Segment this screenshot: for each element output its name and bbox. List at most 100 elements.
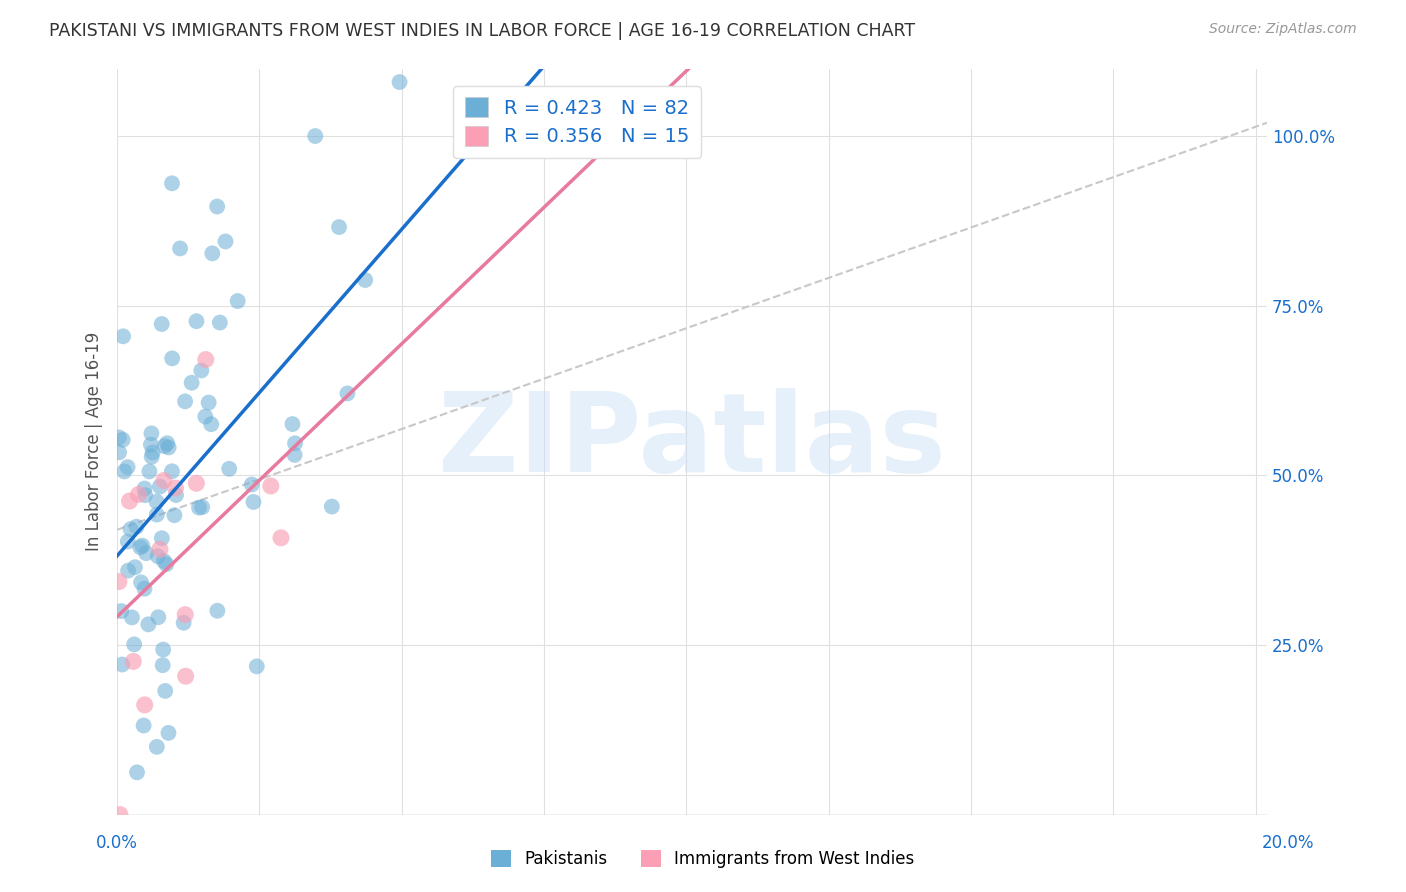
- Point: [153, 439, 176, 453]
- Point: [120, 522, 142, 536]
- Point: [304, 129, 326, 144]
- Point: [194, 352, 217, 367]
- Point: [191, 500, 214, 515]
- Point: [145, 494, 167, 508]
- Point: [328, 220, 350, 235]
- Point: [108, 807, 131, 822]
- Point: [174, 607, 197, 622]
- Point: [260, 479, 283, 493]
- Point: [146, 739, 169, 754]
- Point: [132, 718, 155, 732]
- Point: [160, 464, 183, 478]
- Point: [127, 487, 149, 501]
- Point: [157, 726, 180, 740]
- Point: [146, 549, 169, 563]
- Point: [108, 430, 131, 444]
- Point: [284, 436, 307, 450]
- Point: [226, 293, 249, 308]
- Point: [121, 610, 143, 624]
- Point: [112, 464, 135, 478]
- Legend: R = 0.423   N = 82, R = 0.356   N = 15: R = 0.423 N = 82, R = 0.356 N = 15: [453, 86, 700, 158]
- Point: [134, 488, 156, 502]
- Text: ZIPatlas: ZIPatlas: [439, 388, 946, 495]
- Point: [153, 474, 176, 488]
- Point: [242, 495, 264, 509]
- Point: [139, 437, 162, 451]
- Point: [218, 462, 240, 476]
- Point: [270, 531, 292, 545]
- Point: [125, 765, 148, 780]
- Text: 0.0%: 0.0%: [96, 834, 138, 852]
- Point: [134, 698, 156, 712]
- Point: [112, 329, 135, 343]
- Point: [125, 519, 148, 533]
- Point: [186, 476, 208, 491]
- Point: [160, 177, 183, 191]
- Point: [208, 316, 231, 330]
- Point: [136, 617, 159, 632]
- Point: [141, 450, 163, 464]
- Point: [117, 564, 139, 578]
- Point: [149, 479, 172, 493]
- Point: [135, 546, 157, 560]
- Point: [122, 637, 145, 651]
- Point: [129, 541, 152, 555]
- Point: [117, 460, 139, 475]
- Point: [150, 531, 173, 545]
- Point: [240, 477, 263, 491]
- Text: PAKISTANI VS IMMIGRANTS FROM WEST INDIES IN LABOR FORCE | AGE 16-19 CORRELATION : PAKISTANI VS IMMIGRANTS FROM WEST INDIES…: [49, 22, 915, 40]
- Point: [388, 75, 411, 89]
- Point: [149, 542, 172, 557]
- Point: [141, 426, 163, 441]
- Point: [118, 494, 141, 508]
- Point: [152, 658, 174, 673]
- Point: [111, 433, 134, 447]
- Point: [336, 386, 359, 401]
- Point: [160, 351, 183, 366]
- Point: [173, 615, 195, 630]
- Point: [321, 500, 343, 514]
- Point: [354, 273, 377, 287]
- Point: [153, 554, 176, 568]
- Point: [207, 604, 229, 618]
- Point: [194, 409, 217, 424]
- Point: [246, 659, 269, 673]
- Point: [205, 200, 228, 214]
- Point: [122, 655, 145, 669]
- Point: [201, 246, 224, 260]
- Point: [124, 560, 146, 574]
- Point: [110, 604, 132, 618]
- Point: [200, 417, 222, 432]
- Point: [117, 534, 139, 549]
- Point: [153, 684, 176, 698]
- Legend: Pakistanis, Immigrants from West Indies: Pakistanis, Immigrants from West Indies: [485, 843, 921, 875]
- Text: 20.0%: 20.0%: [1263, 834, 1315, 852]
- Point: [108, 445, 131, 459]
- Point: [142, 445, 165, 459]
- Point: [138, 464, 160, 478]
- Point: [284, 448, 307, 462]
- Point: [157, 441, 180, 455]
- Point: [165, 488, 187, 502]
- Point: [174, 669, 197, 683]
- Point: [214, 235, 236, 249]
- Point: [174, 394, 197, 409]
- Point: [169, 241, 191, 255]
- Point: [156, 436, 179, 450]
- Point: [188, 500, 211, 515]
- Point: [163, 508, 186, 523]
- Point: [108, 574, 131, 589]
- Point: [131, 539, 153, 553]
- Point: [134, 482, 156, 496]
- Y-axis label: In Labor Force | Age 16-19: In Labor Force | Age 16-19: [86, 332, 103, 551]
- Point: [146, 508, 169, 522]
- Point: [165, 481, 187, 495]
- Point: [180, 376, 202, 390]
- Point: [150, 317, 173, 331]
- Point: [155, 558, 177, 572]
- Point: [148, 610, 170, 624]
- Point: [134, 582, 156, 596]
- Text: Source: ZipAtlas.com: Source: ZipAtlas.com: [1209, 22, 1357, 37]
- Point: [129, 575, 152, 590]
- Point: [186, 314, 208, 328]
